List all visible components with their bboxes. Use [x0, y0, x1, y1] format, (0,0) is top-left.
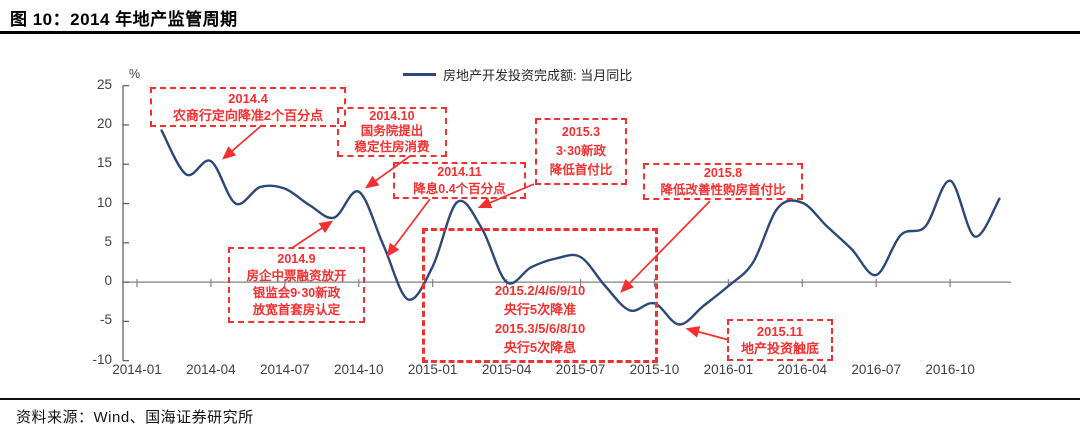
series-line	[160, 129, 1001, 326]
footer-rule	[0, 398, 1080, 400]
y-tick-label: 20	[96, 115, 112, 131]
annotation-line: 2015.8	[703, 165, 743, 180]
annotation-2014-4: 2014.4 农商行定向降准2个百分点	[150, 87, 346, 127]
annotation-line: 2014.10	[369, 108, 415, 123]
figure-title: 图 10：2014 年地产监管周期	[10, 10, 238, 29]
x-tick-label: 2014-04	[186, 362, 236, 377]
x-tick-label: 2015-01	[407, 362, 458, 377]
annotation-line: 2014.9	[277, 252, 316, 266]
annotation-easing-text: 2015.2/4/6/9/10 央行5次降准 2015.3/5/6/8/10 央…	[425, 281, 655, 357]
legend-label: 房地产开发投资完成额: 当月同比	[443, 68, 633, 83]
annotation-line: 降低改善性购房首付比	[660, 182, 786, 197]
annotation-2014-11: 2014.11 降息0.4个百分点	[393, 162, 526, 199]
x-tick-label: 2014-01	[112, 362, 162, 377]
legend-line-swatch	[403, 73, 436, 76]
annotation-2015-8: 2015.8 降低改善性购房首付比	[643, 163, 803, 200]
annotation-line: 3·30新政	[555, 144, 607, 158]
x-tick-label: 2016-10	[925, 362, 975, 377]
y-tick-label: 15	[96, 155, 112, 171]
annotation-line: 2015.11	[756, 324, 804, 339]
line-chart: % 房地产开发投资完成额: 当月同比 25 20 15 10 5 0 -5 -10 2014-0…	[0, 36, 1080, 396]
annotation-line: 国务院提出	[360, 124, 424, 139]
annotation-arrow	[222, 124, 263, 160]
y-tick-label: 5	[104, 233, 112, 249]
annotation-line: 降低首付比	[549, 163, 613, 177]
annotation-2014-9: 2014.9 房企中票融资放开 银监会9·30新政 放宽首套房认定	[228, 247, 365, 323]
annotation-line: 央行5次降准	[503, 302, 577, 317]
annotation-line: 农商行定向降准2个百分点	[172, 108, 324, 123]
annotation-line: 地产投资触底	[740, 341, 819, 356]
annotation-line: 2014.11	[437, 164, 482, 179]
annotation-arrow	[685, 326, 730, 341]
annotation-arrow	[620, 200, 711, 293]
source-note: 资料来源：Wind、国海证券研究所	[16, 409, 254, 426]
annotation-line: 房企中票融资放开	[246, 269, 347, 283]
annotation-line: 2014.4	[228, 91, 268, 106]
x-tick-label: 2014-07	[260, 362, 310, 377]
annotation-arrow	[291, 220, 334, 249]
legend: 房地产开发投资完成额: 当月同比	[403, 65, 632, 84]
y-tick-label: -5	[99, 312, 112, 328]
y-tick-label: -10	[92, 351, 112, 367]
x-tick-label: 2015-07	[555, 362, 606, 377]
annotation-2015-3: 2015.3 3·30新政 降低首付比	[535, 118, 627, 185]
x-tick-label: 2016-01	[703, 362, 754, 377]
annotation-line: 放宽首套房认定	[252, 303, 341, 317]
annotation-arrow	[386, 198, 431, 258]
title-rule	[0, 31, 1080, 34]
x-tick-label: 2014-10	[333, 362, 384, 377]
annotation-arrow	[364, 155, 411, 189]
annotation-line: 稳定住房消费	[354, 139, 430, 154]
x-tick-label: 2015-04	[481, 362, 532, 377]
annotation-line: 2015.2/4/6/9/10	[494, 283, 586, 298]
annotation-line: 银监会9·30新政	[252, 286, 341, 300]
x-tick-label: 2015-10	[629, 362, 680, 377]
annotation-line: 降息0.4个百分点	[413, 181, 506, 196]
annotation-2014-10: 2014.10 国务院提出 稳定住房消费	[337, 107, 447, 157]
y-tick-label: 25	[96, 76, 112, 92]
x-tick-label: 2016-07	[851, 362, 901, 377]
annotation-easing-window-box: 2015.2/4/6/9/10 央行5次降准 2015.3/5/6/8/10 央…	[422, 228, 658, 363]
annotation-2015-11: 2015.11 地产投资触底	[727, 319, 833, 361]
y-tick-label: 10	[96, 194, 112, 210]
y-axis-unit-label: %	[129, 67, 141, 81]
y-tick-label: 0	[104, 273, 112, 289]
annotation-line: 2015.3	[561, 125, 601, 139]
annotation-line: 央行5次降息	[503, 340, 577, 355]
annotation-line: 2015.3/5/6/8/10	[494, 321, 586, 336]
x-tick-label: 2016-04	[777, 362, 828, 377]
